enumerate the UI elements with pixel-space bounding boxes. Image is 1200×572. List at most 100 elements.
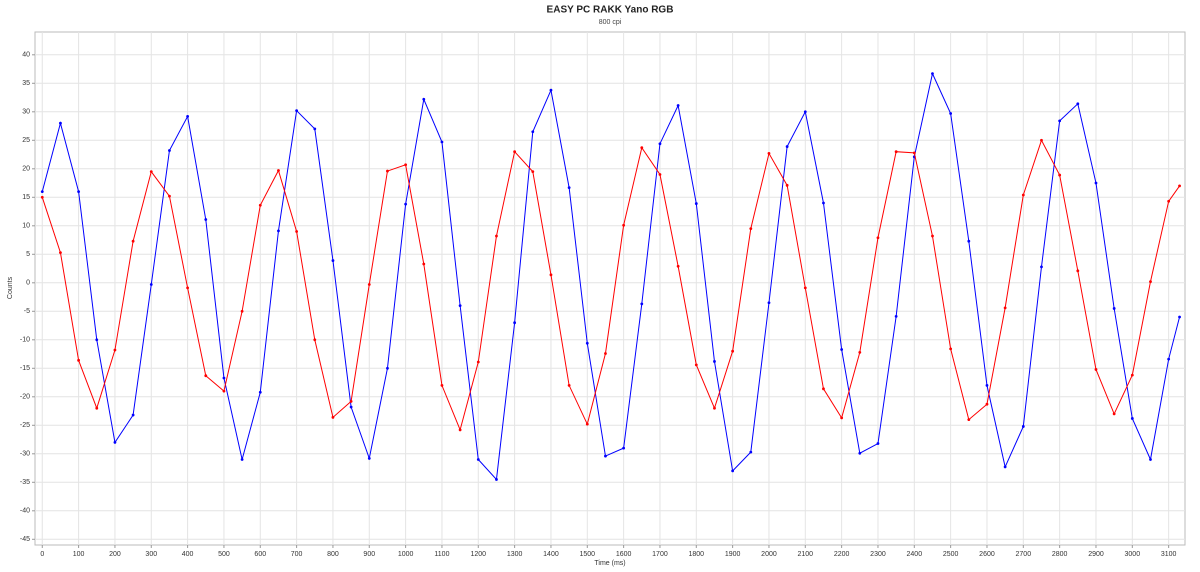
y-tick-label: -5 (24, 308, 30, 315)
data-point (422, 97, 426, 101)
x-tick-label: 1600 (616, 551, 632, 558)
data-point (1149, 458, 1152, 461)
x-tick-label: 1900 (725, 551, 741, 558)
data-point (858, 451, 862, 455)
y-tick-label: 40 (22, 52, 30, 59)
x-tick-label: 900 (363, 551, 375, 558)
data-point (676, 104, 680, 107)
data-point (640, 302, 644, 306)
y-tick-label: -30 (20, 451, 30, 458)
data-point (77, 358, 81, 362)
y-tick-label: -35 (20, 479, 30, 486)
data-point (1167, 357, 1171, 361)
data-point (495, 234, 498, 238)
data-point (77, 190, 81, 194)
data-point (531, 170, 535, 174)
data-point (840, 416, 844, 420)
data-point (912, 151, 916, 155)
data-point (731, 349, 735, 353)
x-tick-label: 2200 (834, 551, 850, 558)
data-point (767, 301, 771, 305)
x-tick-label: 100 (73, 551, 85, 558)
data-point (640, 146, 644, 150)
data-point (876, 236, 880, 240)
y-tick-label: -20 (20, 394, 30, 401)
data-point (549, 273, 553, 277)
data-point (186, 114, 190, 118)
data-point (440, 140, 444, 144)
x-tick-label: 200 (109, 551, 121, 558)
data-point (458, 304, 462, 307)
data-point (331, 415, 335, 419)
data-point (422, 262, 426, 266)
data-point (1003, 306, 1007, 310)
x-tick-label: 1800 (689, 551, 705, 558)
y-tick-label: -15 (20, 365, 30, 372)
data-point (222, 389, 226, 393)
data-point (876, 442, 880, 445)
y-tick-label: 5 (26, 251, 30, 258)
data-point (386, 169, 389, 173)
data-point (1021, 425, 1025, 428)
data-point (240, 458, 244, 461)
data-point (277, 229, 280, 233)
y-tick-label: 15 (22, 194, 30, 201)
data-point (222, 376, 226, 380)
data-point (349, 399, 353, 403)
data-point (803, 110, 807, 114)
x-tick-label: 3100 (1161, 551, 1177, 558)
y-tick-label: 20 (22, 166, 30, 173)
data-point (131, 239, 135, 243)
data-point (1021, 193, 1025, 197)
data-point (1130, 373, 1134, 377)
series-line (41, 139, 1180, 432)
data-point (95, 406, 99, 410)
x-tick-label: 1700 (652, 551, 668, 558)
x-tick-label: 2300 (870, 551, 886, 558)
data-point (313, 338, 317, 342)
data-point (440, 384, 444, 387)
data-point (822, 387, 825, 391)
x-tick-label: 1100 (434, 551, 449, 558)
series-line (41, 72, 1181, 481)
x-tick-label: 2400 (907, 551, 923, 558)
data-point (295, 230, 299, 233)
chart-title: EASY PC RAKK Yano RGB (547, 5, 674, 16)
data-point (585, 341, 589, 345)
x-tick-label: 2700 (1016, 551, 1032, 558)
y-tick-label: -25 (20, 422, 30, 429)
data-point (658, 173, 662, 176)
y-axis-label: Counts (7, 276, 14, 299)
data-point (1076, 102, 1080, 106)
data-point (858, 350, 862, 354)
x-tick-label: 600 (254, 551, 266, 558)
data-point (331, 259, 335, 262)
data-point (204, 218, 208, 221)
x-tick-label: 1400 (543, 551, 559, 558)
data-point (1040, 265, 1043, 269)
data-point (40, 195, 44, 199)
data-point (949, 347, 953, 351)
data-point (894, 315, 898, 318)
data-point (604, 352, 607, 355)
data-point (622, 223, 626, 227)
data-point (95, 338, 99, 342)
data-point (1178, 315, 1181, 319)
y-tick-label: -40 (20, 508, 30, 515)
data-point (1167, 199, 1171, 203)
data-point (149, 170, 153, 174)
data-point (476, 458, 480, 461)
data-point (967, 239, 971, 243)
data-point (749, 227, 753, 231)
data-point (967, 418, 971, 421)
data-point (567, 384, 571, 387)
x-tick-label: 800 (327, 551, 339, 558)
data-point (313, 127, 317, 131)
data-point (803, 286, 807, 290)
x-tick-label: 0 (40, 551, 44, 558)
x-tick-label: 500 (218, 551, 230, 558)
x-tick-label: 2800 (1052, 551, 1068, 558)
data-point (949, 112, 953, 115)
x-tick-label: 2000 (761, 551, 777, 558)
data-point (1149, 280, 1152, 284)
